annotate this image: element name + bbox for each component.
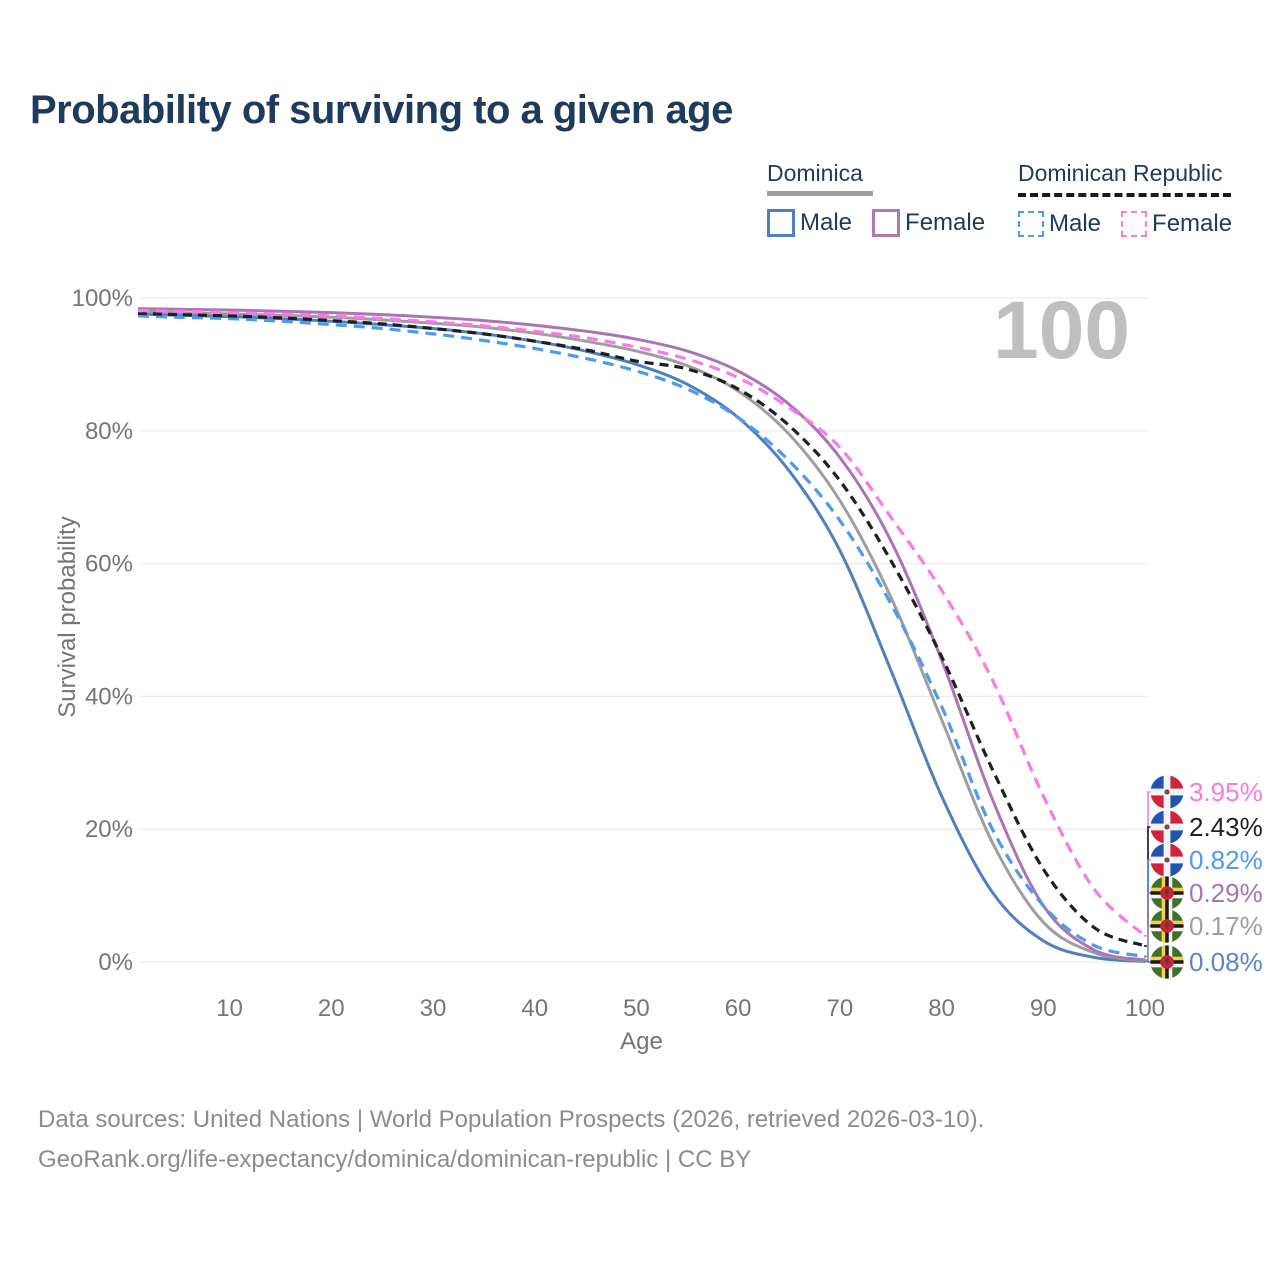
x-tick-label: 90 [1030,995,1057,1022]
x-tick-label: 10 [216,995,243,1022]
page-title: Probability of surviving to a given age [30,88,733,132]
legend-checkbox-dr-male[interactable] [1018,211,1044,237]
x-axis-title: Age [620,1028,663,1055]
legend-item-label: Male [800,209,853,236]
series-line-dominica-male[interactable] [137,312,1146,963]
end-label-value: 3.95% [1189,776,1263,807]
x-tick-label: 70 [826,995,853,1022]
y-tick-label: 100% [72,285,133,312]
x-tick-label: 80 [928,995,955,1022]
x-tick-label: 100 [1125,995,1165,1022]
end-label-value: 2.43% [1189,811,1263,842]
end-label-connector [1144,960,1152,963]
x-tick-label: 30 [420,995,447,1022]
end-label-dr-both: 2.43% [1150,809,1263,845]
legend-line-swatch-dashed [1018,193,1231,197]
end-label-dr-male: 0.82% [1150,842,1263,878]
dominican-republic-flag-icon [1150,775,1184,809]
dominican-republic-flag-icon [1150,810,1184,844]
legend-item-dr-male[interactable]: Male [1018,210,1101,238]
y-tick-label: 40% [85,683,133,710]
end-label-value: 0.29% [1189,877,1263,908]
end-label-dominica-both: 0.17% [1150,908,1263,944]
legend-group-dominican-republic: Dominican Republic Male Female [1018,160,1232,238]
age-watermark: 100 [993,285,1130,376]
legend-group-dominica: Dominica Male Female [767,160,985,237]
dominica-flag-icon [1150,945,1184,979]
x-tick-label: 40 [521,995,548,1022]
legend-checkbox-dominica-female[interactable] [872,209,901,237]
series-line-dr-male[interactable] [137,314,1146,959]
y-tick-label: 20% [85,816,133,843]
legend-item-label: Female [1152,210,1233,237]
y-tick-label: 0% [98,949,133,976]
end-label-value: 0.82% [1189,844,1263,875]
dominica-flag-icon [1150,876,1184,910]
legend-checkbox-dr-female[interactable] [1121,211,1148,237]
series-line-dr-both[interactable] [137,311,1146,948]
end-label-dominica-female: 0.29% [1150,875,1263,911]
dominica-flag-icon [1150,909,1184,943]
end-label-dominica-male: 0.08% [1150,944,1263,980]
x-tick-label: 20 [318,995,345,1022]
end-label-value: 0.17% [1189,910,1263,941]
legend-item-dr-female[interactable]: Female [1121,210,1232,238]
legend-item-label: Female [905,209,986,236]
y-tick-label: 80% [85,418,133,445]
legend-group-title: Dominica [767,160,863,186]
legend-item-label: Male [1049,210,1102,237]
legend-checkbox-dominica-male[interactable] [767,209,795,237]
legend-item-dominica-female[interactable]: Female [872,209,985,237]
legend-group-title: Dominican Republic [1018,160,1223,186]
y-tick-label: 60% [85,551,133,578]
end-label-dr-female: 3.95% [1150,774,1263,810]
footer-attribution: GeoRank.org/life-expectancy/dominica/dom… [38,1146,752,1173]
dominican-republic-flag-icon [1150,843,1184,877]
series-line-dominica-both[interactable] [137,309,1146,963]
series-line-dominica-female[interactable] [137,307,1146,962]
legend-item-dominica-male[interactable]: Male [767,209,852,237]
x-tick-label: 50 [623,995,650,1022]
legend-line-swatch-solid [767,191,873,196]
x-tick-label: 60 [725,995,752,1022]
series-line-dr-female[interactable] [137,309,1147,937]
footer-data-sources: Data sources: United Nations | World Pop… [38,1106,985,1133]
end-label-value: 0.08% [1189,946,1263,977]
